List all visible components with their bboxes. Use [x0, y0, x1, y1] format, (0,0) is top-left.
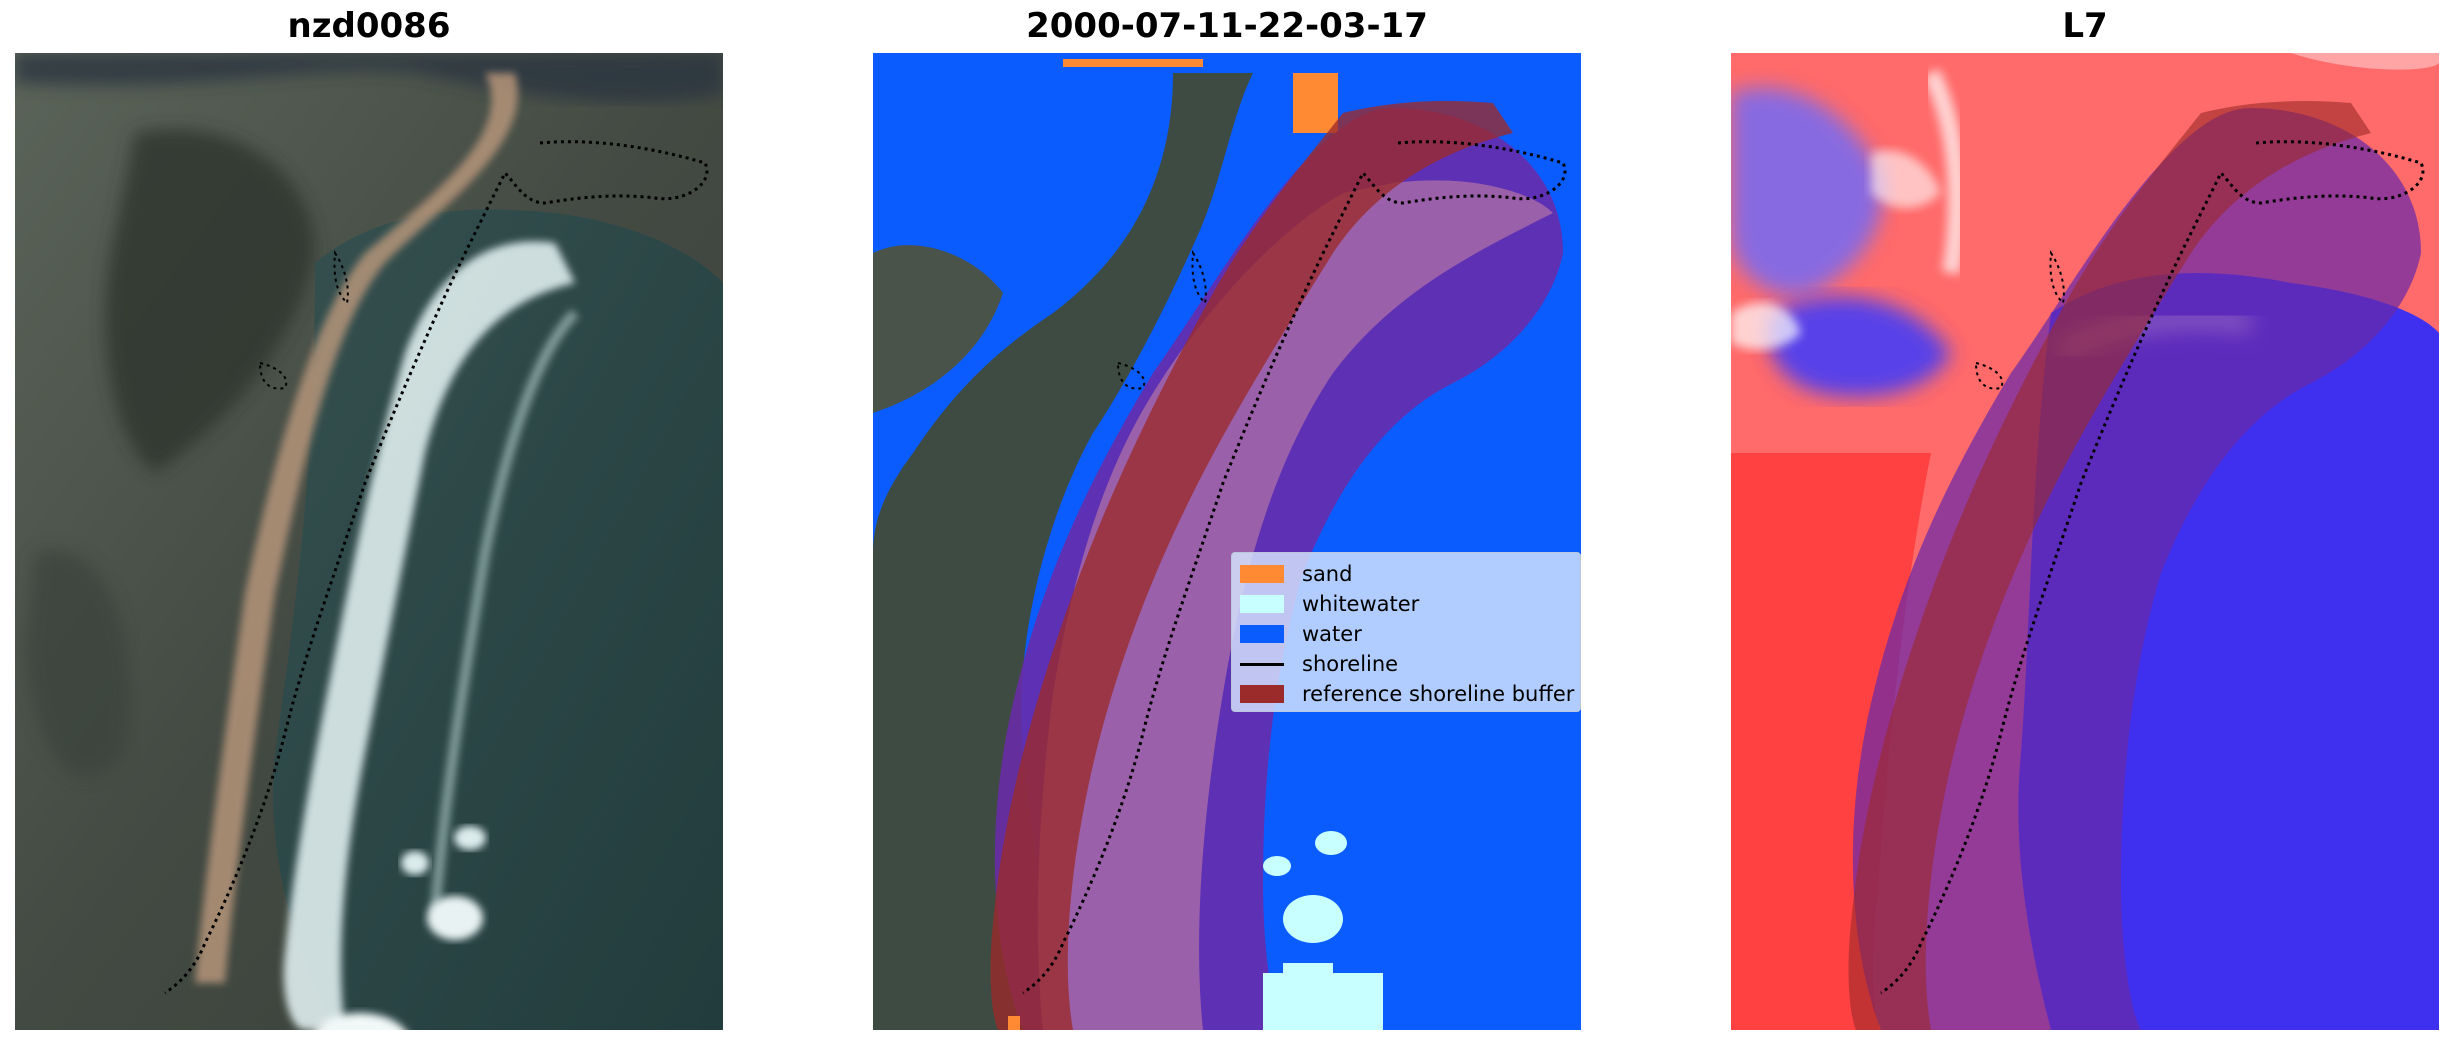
legend-item-shoreline: shoreline [1240, 649, 1398, 679]
legend-swatch [1240, 565, 1284, 583]
legend-label: water [1302, 622, 1362, 646]
panel-title: nzd0086 [287, 6, 451, 46]
panel-title: 2000-07-11-22-03-17 [1026, 6, 1428, 46]
legend-item-buffer: reference shoreline buffer [1240, 679, 1574, 709]
legend: sand whitewater water shoreline referenc… [1231, 552, 1581, 712]
legend-label: whitewater [1302, 592, 1420, 616]
panel-title: L7 [2062, 6, 2108, 46]
legend-line [1240, 662, 1284, 666]
legend-swatch [1240, 685, 1284, 703]
legend-label: sand [1302, 562, 1353, 586]
index-graphic [1731, 53, 2439, 1030]
rgb-image[interactable] [15, 53, 723, 1030]
classification-image[interactable] [873, 53, 1581, 1030]
legend-swatch [1240, 625, 1284, 643]
legend-item-whitewater: whitewater [1240, 589, 1419, 619]
legend-label: reference shoreline buffer [1302, 682, 1575, 706]
legend-item-sand: sand [1240, 559, 1352, 589]
legend-item-water: water [1240, 619, 1362, 649]
legend-label: shoreline [1302, 652, 1399, 676]
legend-swatch [1240, 595, 1284, 613]
index-image[interactable] [1731, 53, 2439, 1030]
classification-graphic [873, 53, 1581, 1030]
rgb-image-graphic [15, 53, 723, 1030]
